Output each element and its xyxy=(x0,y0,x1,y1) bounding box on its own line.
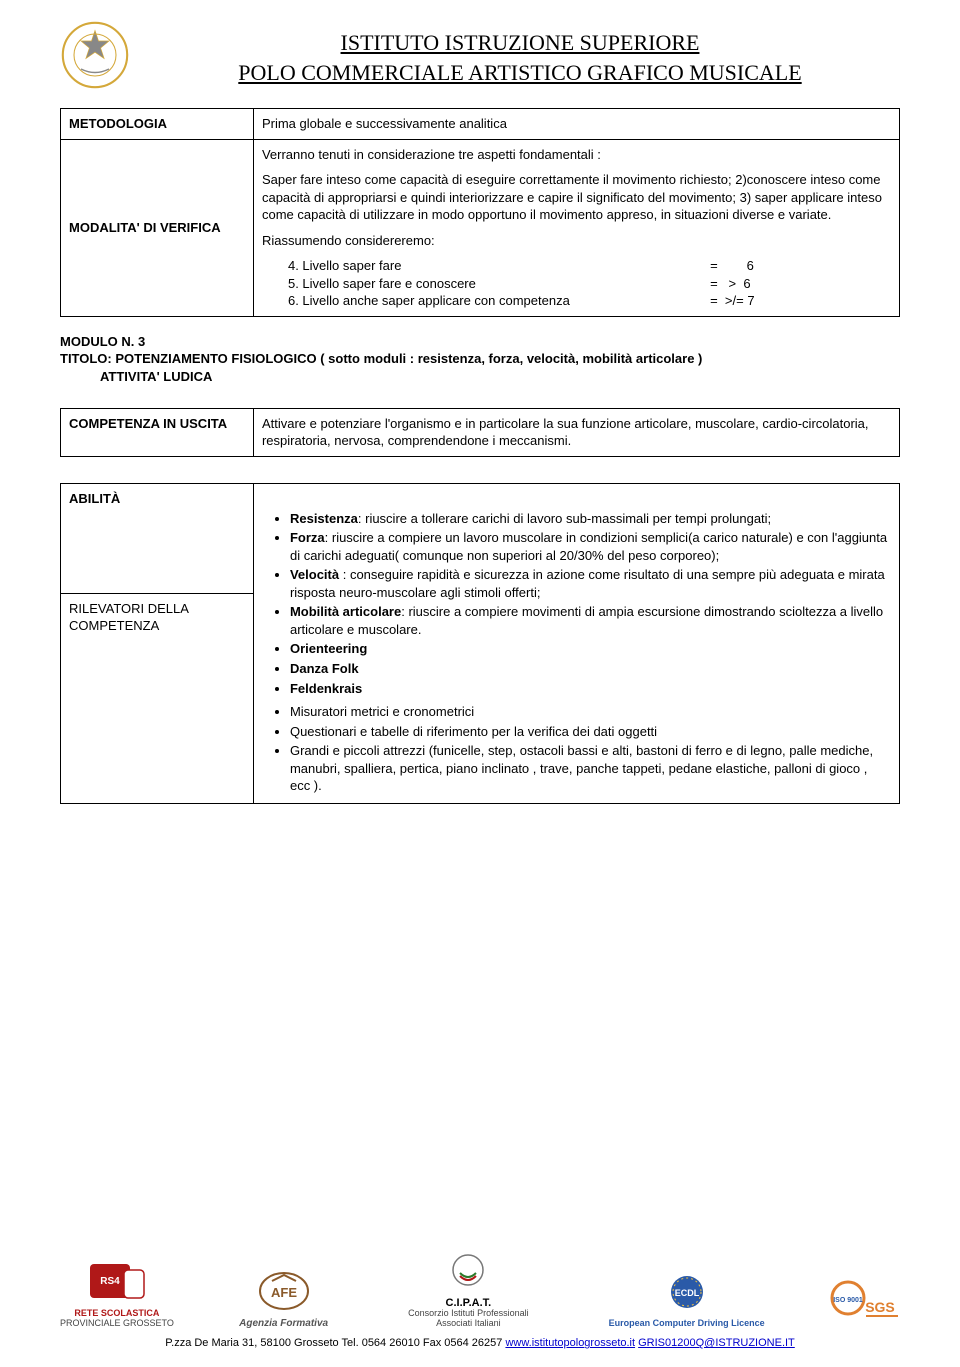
cell-competenza-uscita-text: Attivare e potenziare l'organismo e in p… xyxy=(253,408,899,456)
bullet-lead: Danza Folk xyxy=(290,661,359,676)
svg-text:SGS: SGS xyxy=(865,1299,895,1315)
bullet-lead: Feldenkrais xyxy=(290,681,362,696)
competenza-uscita-table: COMPETENZA IN USCITA Attivare e potenzia… xyxy=(60,408,900,457)
institution-title-2: POLO COMMERCIALE ARTISTICO GRAFICO MUSIC… xyxy=(140,58,900,88)
cell-label-competenza-uscita: COMPETENZA IN USCITA xyxy=(61,408,254,456)
modulo-heading: MODULO N. 3 TITOLO: POTENZIAMENTO FISIOL… xyxy=(60,333,900,386)
svg-text:RS4: RS4 xyxy=(100,1276,120,1287)
table-row: METODOLOGIA Prima globale e successivame… xyxy=(61,109,900,140)
table-row: ABILITÀ Resistenza: riuscire a tollerare… xyxy=(61,483,900,593)
list-item: Velocità : conseguire rapidità e sicurez… xyxy=(290,566,891,601)
riassumendo-list: 4. Livello saper fare= 65. Livello saper… xyxy=(288,257,891,310)
riassumendo-item-left: 6. Livello anche saper applicare con com… xyxy=(288,292,650,310)
cell-modalita-content: Verranno tenuti in considerazione tre as… xyxy=(253,139,899,316)
rilevatori-bullet-list: Misuratori metrici e cronometrici Questio… xyxy=(290,703,891,795)
bullet-lead: Mobilità articolare xyxy=(290,604,401,619)
state-emblem-icon xyxy=(60,20,130,90)
caption-afe: Agenzia Formativa xyxy=(239,1318,328,1329)
svg-text:ISO 9001: ISO 9001 xyxy=(833,1297,863,1304)
bullet-text: : riuscire a tollerare carichi di lavoro… xyxy=(358,511,771,526)
riassumendo-item-left: 4. Livello saper fare xyxy=(288,257,650,275)
riassumendo-item-right: = > 6 xyxy=(710,275,891,293)
list-item: Orienteering xyxy=(290,640,891,658)
bullet-text: : conseguire rapidità e sicurezza in azi… xyxy=(290,567,885,600)
list-item: Feldenkrais xyxy=(290,680,891,698)
caption-ecdl: European Computer Driving Licence xyxy=(609,1319,765,1329)
riassumendo-item: 5. Livello saper fare e conoscere = > 6 xyxy=(288,275,891,293)
bullet-lead: Forza xyxy=(290,530,325,545)
cell-metodologia-text: Prima globale e successivamente analitic… xyxy=(253,109,899,140)
list-item: Questionari e tabelle di riferimento per… xyxy=(290,723,891,741)
list-item: Danza Folk xyxy=(290,660,891,678)
cell-label-rilevatori: RILEVATORI DELLA COMPETENZA xyxy=(61,593,254,803)
modulo-number: MODULO N. 3 xyxy=(60,333,900,351)
footer-email[interactable]: GRIS01200Q@ISTRUZIONE.IT xyxy=(638,1337,795,1349)
modulo-subtitle: ATTIVITA' LUDICA xyxy=(100,368,900,386)
bullet-lead: Orienteering xyxy=(290,641,367,656)
logo-cipat: C.I.P.A.T. Consorzio Istituti Profession… xyxy=(393,1252,543,1329)
bullet-lead: Resistenza xyxy=(290,511,358,526)
bullet-text: : riuscire a compiere un lavoro muscolar… xyxy=(290,530,887,563)
riassumendo-item: 4. Livello saper fare = 6 xyxy=(288,257,891,275)
svg-text:AFE: AFE xyxy=(271,1285,297,1300)
bullet-lead: Velocità xyxy=(290,567,343,582)
cell-abilita-content: Resistenza: riuscire a tollerare carichi… xyxy=(253,483,899,803)
riassumendo-item-right: = 6 xyxy=(710,257,891,275)
cell-label-metodologia: METODOLOGIA xyxy=(61,109,254,140)
list-item: Forza: riuscire a compiere un lavoro mus… xyxy=(290,529,891,564)
footer-logo-row: RS4 RETE SCOLASTICA PROVINCIALE GROSSETO… xyxy=(60,1252,900,1329)
logo-agenzia-formativa: AFE Agenzia Formativa xyxy=(239,1269,328,1329)
svg-text:ECDL: ECDL xyxy=(674,1288,699,1298)
modalita-para2: Saper fare inteso come capacità di esegu… xyxy=(262,171,891,224)
list-item: Mobilità articolare: riuscire a compiere… xyxy=(290,603,891,638)
caption-cipat-sub: Consorzio Istituti Professionali Associa… xyxy=(393,1309,543,1329)
institution-title-1: ISTITUTO ISTRUZIONE SUPERIORE xyxy=(140,28,900,58)
abilita-bullet-list: Resistenza: riuscire a tollerare carichi… xyxy=(290,510,891,697)
table-row: COMPETENZA IN USCITA Attivare e potenzia… xyxy=(61,408,900,456)
riassumendo-item-right: = >/= 7 xyxy=(710,292,891,310)
logo-rete-scolastica: RS4 RETE SCOLASTICA PROVINCIALE GROSSETO xyxy=(60,1260,174,1329)
riassumendo-item-left: 5. Livello saper fare e conoscere xyxy=(288,275,650,293)
abilita-table: ABILITÀ Resistenza: riuscire a tollerare… xyxy=(60,483,900,804)
list-item: Resistenza: riuscire a tollerare carichi… xyxy=(290,510,891,528)
footer-address: P.zza De Maria 31, 58100 Grosseto Tel. 0… xyxy=(165,1337,505,1349)
cell-label-modalita: MODALITA' DI VERIFICA xyxy=(61,139,254,316)
modulo-title: TITOLO: POTENZIAMENTO FISIOLOGICO ( sott… xyxy=(60,350,900,368)
modalita-para1: Verranno tenuti in considerazione tre as… xyxy=(262,146,891,164)
riassumendo-item: 6. Livello anche saper applicare con com… xyxy=(288,292,891,310)
cell-label-abilita: ABILITÀ xyxy=(61,483,254,593)
page-header: ISTITUTO ISTRUZIONE SUPERIORE POLO COMME… xyxy=(60,20,900,90)
riassumendo-title: Riassumendo considereremo: xyxy=(262,232,891,250)
table-row: MODALITA' DI VERIFICA Verranno tenuti in… xyxy=(61,139,900,316)
logo-sgs-iso: ISO 9001 SGS xyxy=(830,1280,900,1329)
caption-rete-sub: PROVINCIALE GROSSETO xyxy=(60,1319,174,1329)
footer-address-line: P.zza De Maria 31, 58100 Grosseto Tel. 0… xyxy=(60,1336,900,1351)
list-item: Misuratori metrici e cronometrici xyxy=(290,703,891,721)
logo-ecdl: ECDL European Computer Driving Licence xyxy=(609,1274,765,1329)
methodology-table: METODOLOGIA Prima globale e successivame… xyxy=(60,108,900,317)
footer-url[interactable]: www.istitutopologrosseto.it xyxy=(505,1337,635,1349)
list-item: Grandi e piccoli attrezzi (funicelle, st… xyxy=(290,742,891,795)
